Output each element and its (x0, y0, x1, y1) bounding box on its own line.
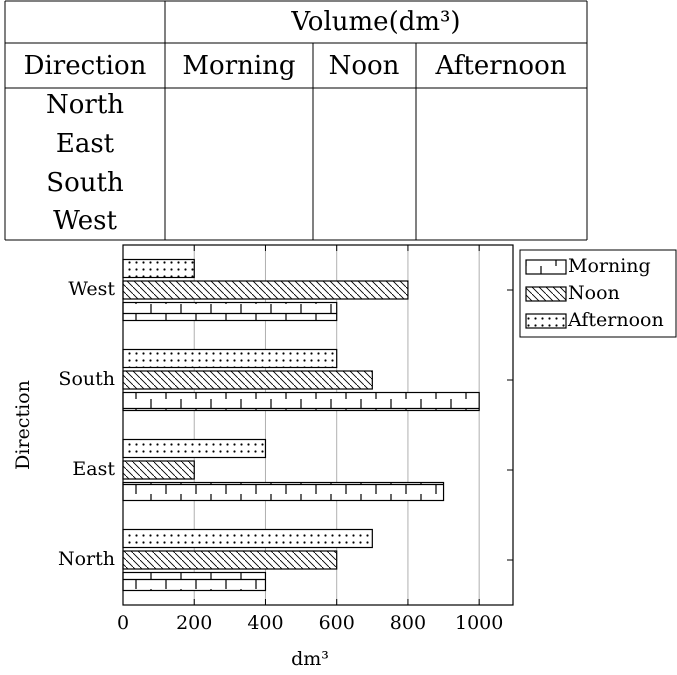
bar (122, 301, 338, 322)
x-tick-label: 800 (390, 612, 426, 634)
x-tick-label: 0 (117, 612, 129, 634)
bar (122, 550, 338, 570)
row-label: West (53, 206, 117, 236)
column-header: Noon (329, 51, 400, 81)
bar (122, 571, 267, 592)
legend-label: Noon (568, 282, 620, 304)
row-label: North (46, 90, 124, 120)
plot-frame (122, 244, 514, 606)
y-tick-label: South (58, 368, 115, 390)
y-tick-label: East (72, 458, 115, 480)
bar (122, 438, 267, 459)
x-axis-label: dm³ (291, 648, 329, 670)
x-tick-label: 1000 (455, 612, 503, 634)
bar (122, 280, 409, 300)
column-header: Morning (182, 51, 295, 81)
legend-label: Morning (568, 255, 651, 277)
legend-swatch (525, 286, 567, 302)
bar (122, 460, 195, 480)
x-tick-label: 200 (176, 612, 212, 634)
bar (122, 370, 373, 390)
legend-label: Afternoon (567, 309, 664, 331)
column-header: Afternoon (434, 51, 566, 81)
group-header: Volume(dm³) (290, 7, 460, 37)
legend-swatch (525, 313, 567, 329)
x-tick-label: 400 (247, 612, 283, 634)
bar (122, 391, 480, 412)
legend-swatch (525, 259, 567, 275)
y-axis-label: Direction (12, 380, 34, 470)
row-label: East (56, 129, 115, 159)
bar (122, 258, 195, 279)
y-tick-label: North (58, 548, 115, 570)
bar (122, 481, 445, 502)
y-tick-label: West (68, 278, 115, 300)
row-label: South (46, 168, 124, 198)
column-header: Direction (24, 51, 147, 81)
x-tick-label: 600 (319, 612, 355, 634)
table: Volume(dm³) Direction Morning Noon After… (4, 0, 588, 241)
bar (122, 348, 338, 369)
bar (122, 528, 373, 549)
